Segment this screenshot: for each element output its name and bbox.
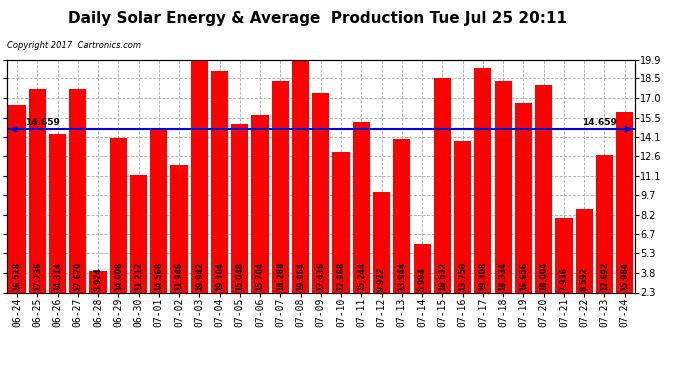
Text: 9.922: 9.922 bbox=[377, 267, 386, 291]
Bar bbox=[90, 271, 107, 292]
Bar bbox=[495, 81, 512, 292]
Text: 14.568: 14.568 bbox=[155, 261, 164, 291]
Bar bbox=[170, 165, 188, 292]
Text: 5.994: 5.994 bbox=[417, 267, 426, 291]
Bar bbox=[535, 85, 552, 292]
Text: 13.944: 13.944 bbox=[397, 261, 406, 291]
Text: 19.104: 19.104 bbox=[215, 261, 224, 291]
Text: 19.964: 19.964 bbox=[296, 261, 305, 291]
Bar bbox=[130, 175, 147, 292]
Bar bbox=[231, 124, 248, 292]
Bar bbox=[8, 105, 26, 292]
Bar bbox=[595, 155, 613, 292]
Bar bbox=[575, 209, 593, 292]
Text: 11.946: 11.946 bbox=[175, 261, 184, 291]
Text: 19.942: 19.942 bbox=[195, 261, 204, 291]
Bar bbox=[474, 68, 491, 292]
Text: 18.288: 18.288 bbox=[276, 261, 285, 291]
Bar bbox=[413, 244, 431, 292]
Bar bbox=[373, 192, 391, 292]
Bar bbox=[49, 134, 66, 292]
Text: 18.004: 18.004 bbox=[539, 261, 548, 291]
Text: 3.924: 3.924 bbox=[94, 267, 103, 291]
Text: 8.592: 8.592 bbox=[580, 267, 589, 291]
Bar bbox=[272, 81, 289, 292]
Text: 16.656: 16.656 bbox=[519, 261, 528, 291]
Text: 18.334: 18.334 bbox=[499, 261, 508, 291]
Text: Copyright 2017  Cartronics.com: Copyright 2017 Cartronics.com bbox=[7, 41, 141, 50]
Text: 15.984: 15.984 bbox=[620, 261, 629, 291]
Bar bbox=[211, 70, 228, 292]
Bar bbox=[150, 130, 168, 292]
Text: 17.416: 17.416 bbox=[316, 261, 326, 291]
Bar bbox=[69, 90, 86, 292]
Text: 14.659: 14.659 bbox=[582, 118, 617, 127]
Bar bbox=[555, 218, 573, 292]
Text: 15.244: 15.244 bbox=[357, 261, 366, 291]
Bar bbox=[29, 88, 46, 292]
Bar bbox=[292, 59, 309, 292]
Text: 12.968: 12.968 bbox=[337, 261, 346, 291]
Text: 17.736: 17.736 bbox=[33, 261, 42, 291]
Text: 12.692: 12.692 bbox=[600, 261, 609, 291]
Text: 14.659: 14.659 bbox=[25, 118, 60, 127]
Bar bbox=[393, 139, 411, 292]
Bar bbox=[110, 138, 127, 292]
Bar bbox=[515, 103, 532, 292]
Text: 16.518: 16.518 bbox=[12, 261, 21, 291]
Text: 15.048: 15.048 bbox=[235, 261, 244, 291]
Text: 11.212: 11.212 bbox=[134, 261, 143, 291]
Bar bbox=[353, 122, 370, 292]
Bar bbox=[616, 112, 633, 292]
Bar bbox=[434, 78, 451, 292]
Text: 19.308: 19.308 bbox=[478, 261, 487, 291]
Text: 14.008: 14.008 bbox=[114, 261, 123, 291]
Text: 17.670: 17.670 bbox=[73, 261, 82, 291]
Bar bbox=[454, 141, 471, 292]
Text: 15.704: 15.704 bbox=[255, 261, 264, 291]
Text: 13.750: 13.750 bbox=[458, 261, 467, 291]
Bar bbox=[313, 93, 329, 292]
Text: 7.936: 7.936 bbox=[560, 267, 569, 291]
Bar bbox=[333, 152, 350, 292]
Text: 18.532: 18.532 bbox=[438, 261, 447, 291]
Bar bbox=[190, 60, 208, 292]
Bar bbox=[251, 116, 268, 292]
Text: 14.314: 14.314 bbox=[53, 261, 62, 291]
Text: Daily Solar Energy & Average  Production Tue Jul 25 20:11: Daily Solar Energy & Average Production … bbox=[68, 11, 567, 26]
